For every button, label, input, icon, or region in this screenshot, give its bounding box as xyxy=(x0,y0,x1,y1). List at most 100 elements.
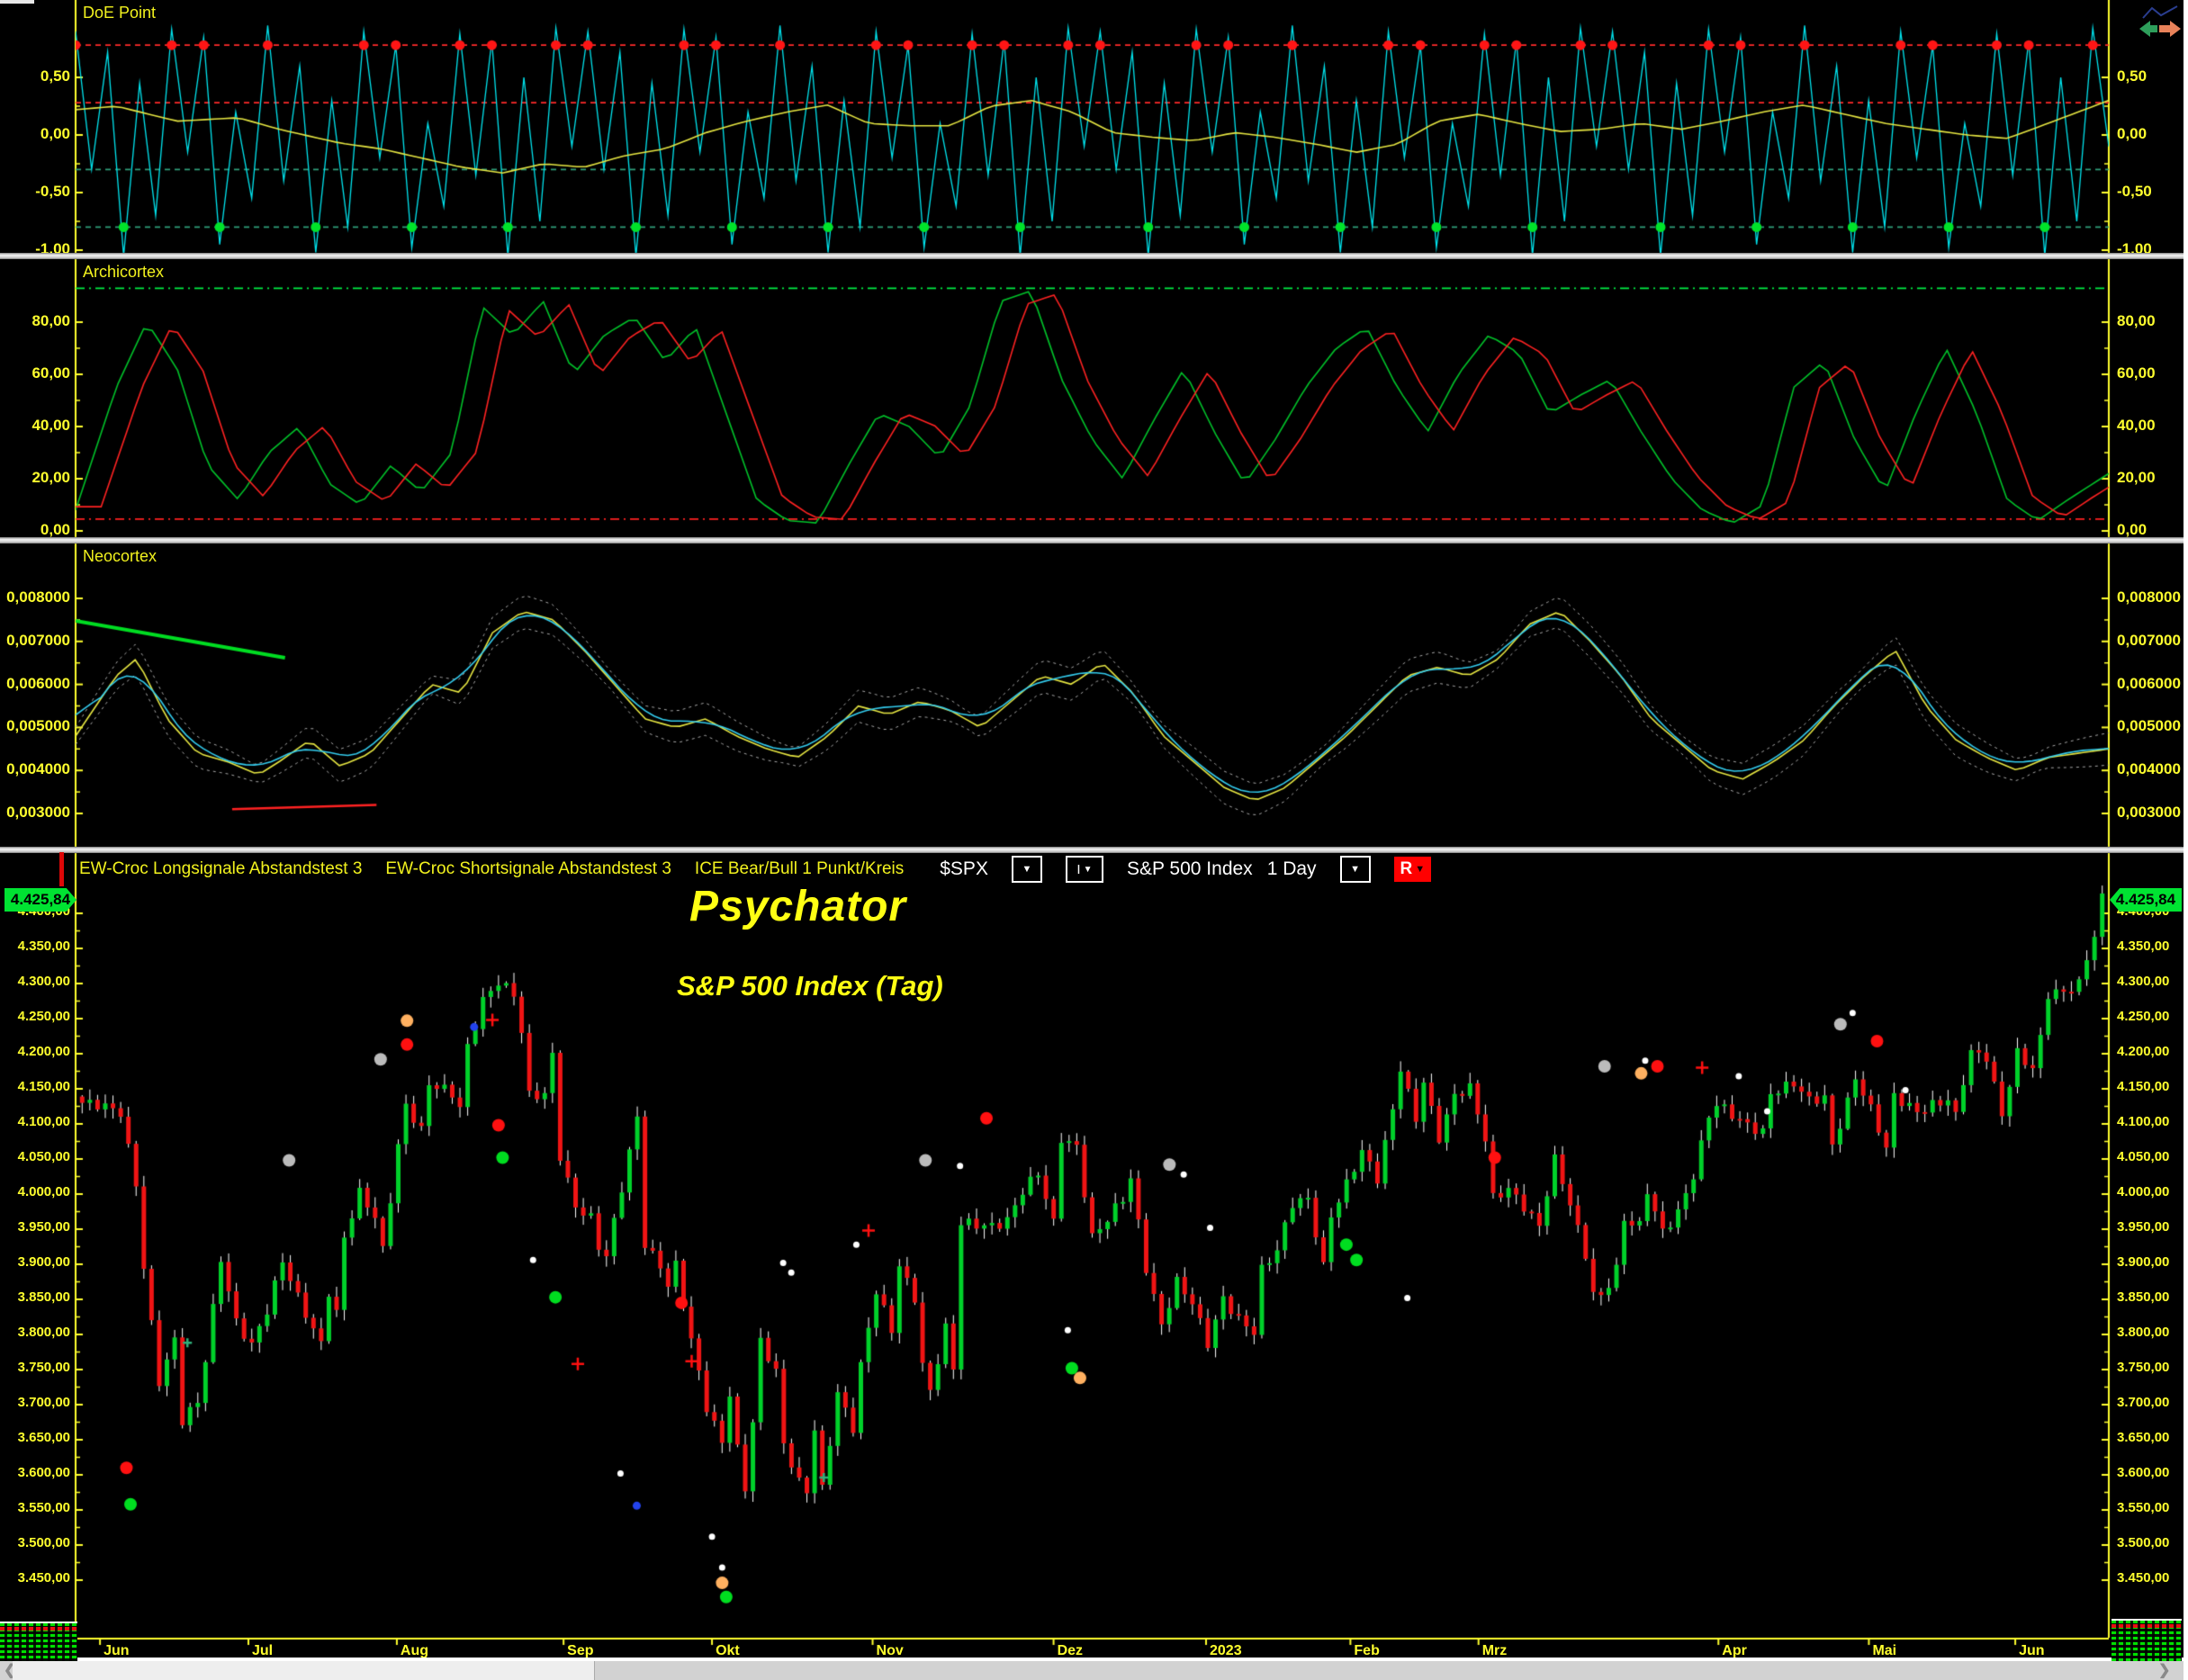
scroll-right-icon[interactable]: ❯ xyxy=(2158,1663,2171,1678)
y-tick-label: 0,004000 xyxy=(6,760,70,778)
interval-button-label: I xyxy=(1076,861,1081,877)
chart-subtitle: S&P 500 Index (Tag) xyxy=(677,970,943,1002)
y-tick-label: 0,008000 xyxy=(2117,588,2181,606)
scrollbar-thumb[interactable] xyxy=(13,1661,595,1680)
last-price-badge-left: 4.425,84 xyxy=(5,888,77,912)
y-tick-label: 4.350,00 xyxy=(17,939,70,954)
y-tick-label: 3.950,00 xyxy=(17,1219,70,1235)
y-tick-label: 3.650,00 xyxy=(2117,1430,2170,1445)
y-tick-label: 0,50 xyxy=(40,67,70,85)
y-tick-label: 4.100,00 xyxy=(2117,1114,2170,1129)
y-tick-label: 0,50 xyxy=(2117,67,2147,85)
y-tick-label: 3.950,00 xyxy=(2117,1219,2170,1235)
y-tick-label: 3.800,00 xyxy=(17,1325,70,1340)
interval-button[interactable]: I ▼ xyxy=(1065,856,1103,883)
period-label: 1 Day xyxy=(1266,858,1317,879)
realtime-button-label: R xyxy=(1400,859,1413,878)
y-tick-label: 0,003000 xyxy=(6,804,70,821)
indicator-label-short[interactable]: EW-Croc Shortsignale Abstandstest 3 xyxy=(385,859,671,878)
last-price-badge-right: 4.425,84 xyxy=(2110,888,2182,912)
x-axis-month-label: Jun xyxy=(104,1643,130,1658)
panel-title-archicortex: Archicortex xyxy=(83,263,165,281)
y-tick-label: 40,00 xyxy=(2117,417,2156,434)
panel-splitter-3[interactable] xyxy=(0,847,2188,853)
arrow-left-icon xyxy=(2139,21,2157,37)
y-tick-label: 4.000,00 xyxy=(17,1184,70,1199)
y-tick-label: 0,006000 xyxy=(2117,674,2181,692)
chart-title: Psychator xyxy=(689,883,907,930)
y-tick-label: 3.500,00 xyxy=(2117,1535,2170,1550)
y-tick-label: 3.600,00 xyxy=(17,1465,70,1480)
symbol-description: S&P 500 Index xyxy=(1126,858,1253,879)
y-tick-label: 3.700,00 xyxy=(17,1395,70,1410)
y-tick-label: 0,004000 xyxy=(2117,760,2181,778)
y-tick-label: 0,005000 xyxy=(2117,717,2181,735)
y-tick-label: 0,00 xyxy=(40,125,70,142)
panel-splitter-1[interactable] xyxy=(0,253,2188,259)
realtime-button[interactable]: R ▼ xyxy=(1393,857,1432,882)
mini-pattern-block-right xyxy=(2111,1619,2182,1667)
y-tick-label: 20,00 xyxy=(32,469,70,486)
x-axis-month-label: Aug xyxy=(400,1643,429,1658)
y-tick-label: 3.450,00 xyxy=(2117,1570,2170,1586)
x-axis-month-label: Jun xyxy=(2019,1643,2045,1658)
chevron-down-icon: ▼ xyxy=(1022,864,1032,875)
x-axis-month-label: 2023 xyxy=(1210,1643,1242,1658)
y-tick-label: 3.450,00 xyxy=(17,1570,70,1586)
x-axis-month-label: Sep xyxy=(567,1643,594,1658)
y-tick-label: 3.900,00 xyxy=(17,1254,70,1270)
y-tick-label: 80,00 xyxy=(32,312,70,329)
y-tick-label: 3.900,00 xyxy=(2117,1254,2170,1270)
price-panel-toolbar: EW-Croc Longsignale Abstandstest 3 EW-Cr… xyxy=(79,853,1432,885)
y-tick-label: 0,008000 xyxy=(6,588,70,606)
window-right-border xyxy=(2183,0,2188,1680)
y-tick-label: -0,50 xyxy=(2117,183,2152,200)
y-tick-label: 4.100,00 xyxy=(17,1114,70,1129)
y-tick-label: 80,00 xyxy=(2117,312,2156,329)
y-tick-label: 0,007000 xyxy=(6,631,70,649)
y-tick-label: 4.250,00 xyxy=(2117,1009,2170,1024)
symbol-dropdown-button[interactable]: ▼ xyxy=(1011,856,1042,883)
y-tick-label: 4.200,00 xyxy=(17,1044,70,1059)
y-tick-label: 0,00 xyxy=(2117,125,2147,142)
chevron-down-icon: ▼ xyxy=(1415,864,1426,875)
pattern-specks xyxy=(2111,1621,2182,1665)
y-tick-label: 4.050,00 xyxy=(17,1149,70,1164)
y-tick-label: 3.850,00 xyxy=(2117,1289,2170,1305)
x-axis-month-label: Mai xyxy=(1872,1643,1897,1658)
y-tick-label: 3.600,00 xyxy=(2117,1465,2170,1480)
mini-chart-line-icon xyxy=(2142,5,2178,19)
y-tick-label: 0,006000 xyxy=(6,674,70,692)
arrow-right-icon xyxy=(2159,21,2181,37)
axis-bottom-divider xyxy=(0,1658,2188,1661)
y-tick-label: 3.650,00 xyxy=(17,1430,70,1445)
panel-splitter-2[interactable] xyxy=(0,537,2188,544)
indicator-label-ice[interactable]: ICE Bear/Bull 1 Punkt/Kreis xyxy=(694,859,905,878)
scroll-navigation-icon[interactable] xyxy=(2138,4,2183,41)
y-tick-label: 0,00 xyxy=(2117,521,2147,538)
x-axis-month-label: Jul xyxy=(252,1643,274,1658)
y-tick-label: 3.700,00 xyxy=(2117,1395,2170,1410)
y-tick-label: 60,00 xyxy=(2117,364,2156,382)
y-tick-label: 20,00 xyxy=(2117,469,2156,486)
indicator-label-long[interactable]: EW-Croc Longsignale Abstandstest 3 xyxy=(79,859,363,878)
y-tick-label: 60,00 xyxy=(32,364,70,382)
panel-title-doe-point: DoE Point xyxy=(83,4,157,22)
x-axis-month-label: Okt xyxy=(716,1643,740,1658)
y-tick-label: 3.750,00 xyxy=(17,1360,70,1375)
y-tick-label: 3.750,00 xyxy=(2117,1360,2170,1375)
x-axis-month-label: Mrz xyxy=(1481,1643,1508,1658)
y-tick-label: -0,50 xyxy=(35,183,70,200)
y-tick-label: 3.850,00 xyxy=(17,1289,70,1305)
x-axis-month-label: Apr xyxy=(1722,1643,1747,1658)
axis-marker-red xyxy=(59,852,64,886)
y-tick-label: 4.150,00 xyxy=(2117,1079,2170,1094)
horizontal-scrollbar[interactable]: ❮ ❯ xyxy=(0,1661,2188,1680)
symbol-label: $SPX xyxy=(940,858,988,879)
panel-title-neocortex: Neocortex xyxy=(83,547,158,565)
x-axis-month-label: Nov xyxy=(876,1643,904,1658)
window-top-sliver xyxy=(0,0,34,4)
period-dropdown-button[interactable]: ▼ xyxy=(1339,856,1371,883)
